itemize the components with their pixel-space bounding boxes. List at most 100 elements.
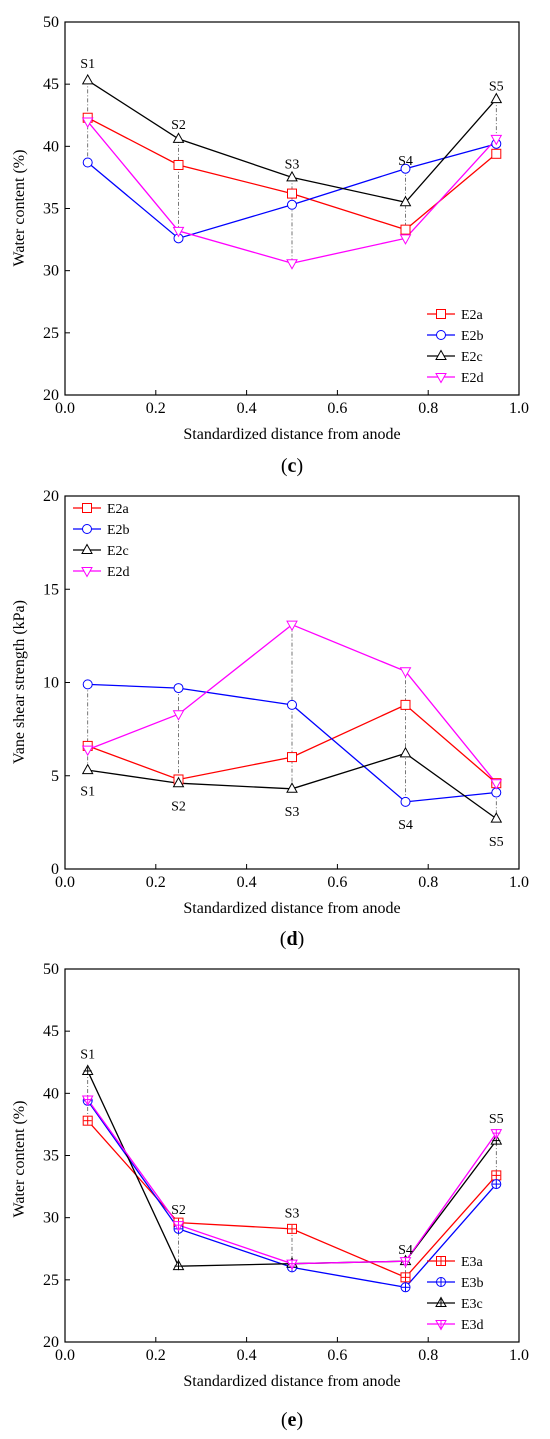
x-tick-label: 0.8 xyxy=(418,1347,438,1364)
y-tick-label: 20 xyxy=(43,387,59,404)
y-tick-label: 20 xyxy=(43,488,59,505)
legend-label: E2a xyxy=(461,308,484,323)
data-point-E2b xyxy=(400,163,411,174)
data-point-E2d xyxy=(399,234,412,245)
data-point-E2c xyxy=(399,195,412,207)
legend-label: E2b xyxy=(107,523,130,538)
site-label: S3 xyxy=(285,158,300,173)
data-point-E2b xyxy=(82,157,93,168)
data-point-E2c xyxy=(81,763,94,775)
data-point-E2d xyxy=(399,667,412,678)
data-point-E2c xyxy=(490,812,503,823)
series-line-E3c xyxy=(87,1070,497,1267)
y-axis-label: Water content (%) xyxy=(11,150,28,267)
legend-marker-E2a xyxy=(436,309,446,319)
legend-marker-E2c xyxy=(81,543,93,554)
site-label: S5 xyxy=(489,1112,504,1127)
legend-label: E3c xyxy=(461,1297,483,1312)
x-tick-label: 0.4 xyxy=(237,1347,257,1364)
site-label: S3 xyxy=(285,805,300,820)
y-tick-label: 0 xyxy=(51,861,59,878)
data-point-E2c xyxy=(286,170,298,182)
y-tick-label: 25 xyxy=(43,325,59,342)
legend-label: E3a xyxy=(461,1255,484,1270)
data-point-E2d xyxy=(81,745,94,757)
panel-caption: (d) xyxy=(280,928,304,950)
panel-caption: (c) xyxy=(281,455,303,477)
y-axis-label: Water content (%) xyxy=(11,1101,28,1218)
y-tick-label: 20 xyxy=(43,1334,59,1351)
x-tick-label: 0.0 xyxy=(55,400,75,417)
x-tick-label: 0.2 xyxy=(146,400,166,417)
site-label: S5 xyxy=(489,79,504,94)
x-tick-label: 0.8 xyxy=(418,874,438,891)
x-axis-label: Standardized distance from anode xyxy=(183,426,400,443)
site-label: S2 xyxy=(171,1203,186,1218)
site-label: S1 xyxy=(80,57,95,72)
data-point-E2d xyxy=(490,134,503,146)
x-tick-label: 0.0 xyxy=(55,874,75,891)
x-tick-label: 1.0 xyxy=(509,1347,529,1364)
x-tick-label: 1.0 xyxy=(509,400,529,417)
x-tick-label: 0.4 xyxy=(237,874,257,891)
data-point-E2d xyxy=(286,259,298,270)
data-point-E2d xyxy=(172,710,185,721)
site-label: S4 xyxy=(398,154,413,169)
data-point-E2a xyxy=(287,188,297,199)
data-point-E2a xyxy=(287,752,297,763)
x-tick-label: 0.4 xyxy=(237,400,257,417)
y-tick-label: 40 xyxy=(43,138,59,155)
y-tick-label: 30 xyxy=(43,1210,59,1227)
legend-marker-E2d xyxy=(81,567,93,578)
site-label: S4 xyxy=(398,1243,413,1258)
data-point-E2d xyxy=(286,620,298,632)
panel-e: Standardized distance from anode Water c… xyxy=(11,961,529,1431)
legend-marker-E2a xyxy=(82,503,92,513)
x-tick-label: 0.2 xyxy=(146,874,166,891)
x-tick-label: 0.2 xyxy=(146,1347,166,1364)
legend-label: E2a xyxy=(107,502,130,517)
x-tick-label: 0.8 xyxy=(418,400,438,417)
y-tick-label: 15 xyxy=(43,581,59,598)
site-label: S3 xyxy=(285,1207,300,1222)
data-point-E2b xyxy=(400,796,411,807)
legend-label: E3d xyxy=(461,1318,484,1333)
data-point-E2c xyxy=(490,92,503,104)
y-tick-label: 25 xyxy=(43,1272,59,1289)
legend-label: E2b xyxy=(461,329,484,344)
x-axis-label: Standardized distance from anode xyxy=(183,900,400,917)
y-tick-label: 45 xyxy=(43,1023,59,1040)
plot-frame xyxy=(64,968,520,1343)
y-tick-label: 50 xyxy=(43,14,59,31)
data-point-E2a xyxy=(491,148,502,159)
panel-d: Standardized distance from anode Vane sh… xyxy=(11,488,529,950)
data-point-E2d xyxy=(172,226,185,238)
y-tick-label: 50 xyxy=(43,961,59,978)
y-tick-label: 40 xyxy=(43,1085,59,1102)
legend-marker-E2c xyxy=(435,349,447,360)
legend-label: E2d xyxy=(107,565,130,580)
x-tick-label: 0.0 xyxy=(55,1347,75,1364)
legend-label: E2c xyxy=(461,350,483,365)
data-point-E2c xyxy=(172,132,185,143)
y-tick-label: 30 xyxy=(43,263,59,280)
y-tick-label: 5 xyxy=(51,768,59,785)
data-point-E2c xyxy=(399,746,412,758)
site-label: S1 xyxy=(80,1048,95,1063)
legend-label: E2c xyxy=(107,544,129,559)
legend-label: E2d xyxy=(461,371,484,386)
panel-caption: (e) xyxy=(281,1409,303,1431)
legend-marker-E2b xyxy=(82,524,92,534)
site-label: S4 xyxy=(398,818,413,833)
data-point-E2b xyxy=(287,699,297,710)
site-label: S2 xyxy=(171,118,186,133)
y-tick-label: 35 xyxy=(43,1148,59,1165)
data-point-E2a xyxy=(400,224,411,235)
data-point-E2b xyxy=(173,683,184,694)
panel-c: Standardized distance from anode Water c… xyxy=(11,14,529,477)
data-point-E2a xyxy=(173,159,184,170)
legend-marker-E2b xyxy=(436,330,446,340)
site-label: S1 xyxy=(80,785,95,800)
data-point-E2c xyxy=(286,782,298,793)
site-label: S2 xyxy=(171,800,186,815)
